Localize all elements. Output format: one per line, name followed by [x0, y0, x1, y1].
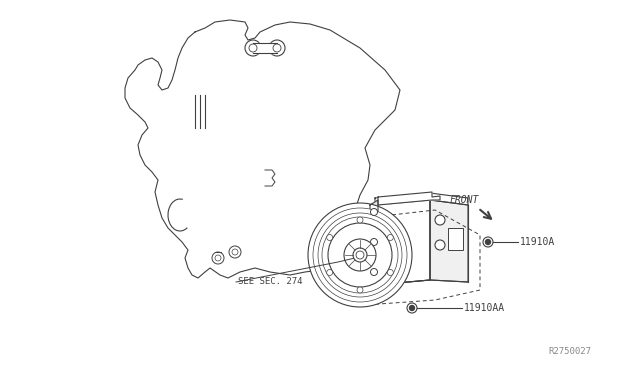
Circle shape	[353, 248, 367, 262]
Circle shape	[371, 208, 378, 215]
Circle shape	[371, 238, 378, 246]
Circle shape	[273, 44, 281, 52]
Circle shape	[371, 269, 378, 276]
Circle shape	[357, 217, 363, 223]
Bar	[448, 228, 463, 250]
Polygon shape	[370, 200, 378, 290]
Circle shape	[212, 252, 224, 264]
Circle shape	[308, 203, 412, 307]
Circle shape	[407, 303, 417, 313]
Polygon shape	[375, 200, 430, 285]
Text: FRONT: FRONT	[450, 195, 479, 205]
Circle shape	[435, 215, 445, 225]
Circle shape	[318, 213, 402, 297]
Text: 11910AA: 11910AA	[464, 303, 505, 313]
Text: R2750027: R2750027	[548, 347, 591, 356]
Circle shape	[387, 269, 394, 276]
Circle shape	[410, 305, 415, 311]
Polygon shape	[378, 192, 440, 205]
Circle shape	[232, 249, 238, 255]
Circle shape	[356, 251, 364, 259]
Circle shape	[322, 217, 398, 293]
Circle shape	[387, 234, 394, 241]
Circle shape	[435, 240, 445, 250]
Text: SEE SEC. 274: SEE SEC. 274	[238, 278, 303, 286]
Text: 11910A: 11910A	[520, 237, 556, 247]
Circle shape	[229, 246, 241, 258]
Polygon shape	[125, 20, 400, 278]
Circle shape	[328, 223, 392, 287]
Circle shape	[357, 287, 363, 293]
Circle shape	[269, 40, 285, 56]
Circle shape	[326, 269, 333, 276]
Circle shape	[326, 234, 333, 241]
Circle shape	[313, 208, 407, 302]
Circle shape	[215, 255, 221, 261]
Polygon shape	[430, 200, 468, 282]
Circle shape	[486, 240, 490, 244]
Polygon shape	[375, 193, 468, 205]
Circle shape	[483, 237, 493, 247]
Circle shape	[245, 40, 261, 56]
Circle shape	[344, 239, 376, 271]
Circle shape	[249, 44, 257, 52]
